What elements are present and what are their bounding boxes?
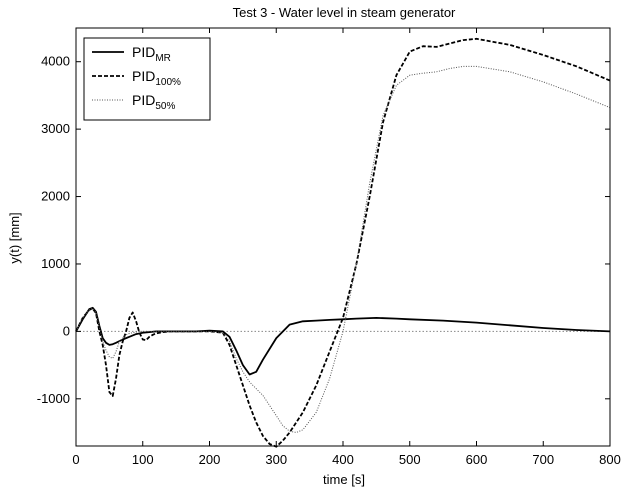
x-tick-label: 800 <box>599 452 621 467</box>
x-tick-label: 100 <box>132 452 154 467</box>
series-line-mr <box>75 306 611 376</box>
y-tick-label: 0 <box>63 323 70 338</box>
x-tick-label: 600 <box>466 452 488 467</box>
series-line-100pct <box>75 37 611 448</box>
x-tick-label: 0 <box>72 452 79 467</box>
chart-title: Test 3 - Water level in steam generator <box>233 5 456 20</box>
x-tick-label: 500 <box>399 452 421 467</box>
x-tick-label: 400 <box>332 452 354 467</box>
series-layer <box>75 37 611 448</box>
legend: PIDMR PID100% PID50% <box>83 37 211 121</box>
y-tick-label: 3000 <box>41 121 70 136</box>
y-tick-label: 4000 <box>41 54 70 69</box>
x-axis-label: time [s] <box>323 472 365 487</box>
legend-label: PIDMR <box>132 44 171 64</box>
y-tick-label: 2000 <box>41 189 70 204</box>
y-axis-label: y(t) [mm] <box>7 212 22 263</box>
x-tick-label: 700 <box>532 452 554 467</box>
x-tick-label: 200 <box>199 452 221 467</box>
x-tick-label: 300 <box>265 452 287 467</box>
series-line-50pct <box>75 65 611 433</box>
ticks-layer: 0 100 200 300 400 500 600 700 800 -1000 0 1000 2000 3… <box>37 28 621 467</box>
y-tick-label: 1000 <box>41 256 70 271</box>
legend-label: PID100% <box>132 68 181 88</box>
y-tick-label: -1000 <box>37 391 70 406</box>
legend-label: PID50% <box>132 92 175 112</box>
